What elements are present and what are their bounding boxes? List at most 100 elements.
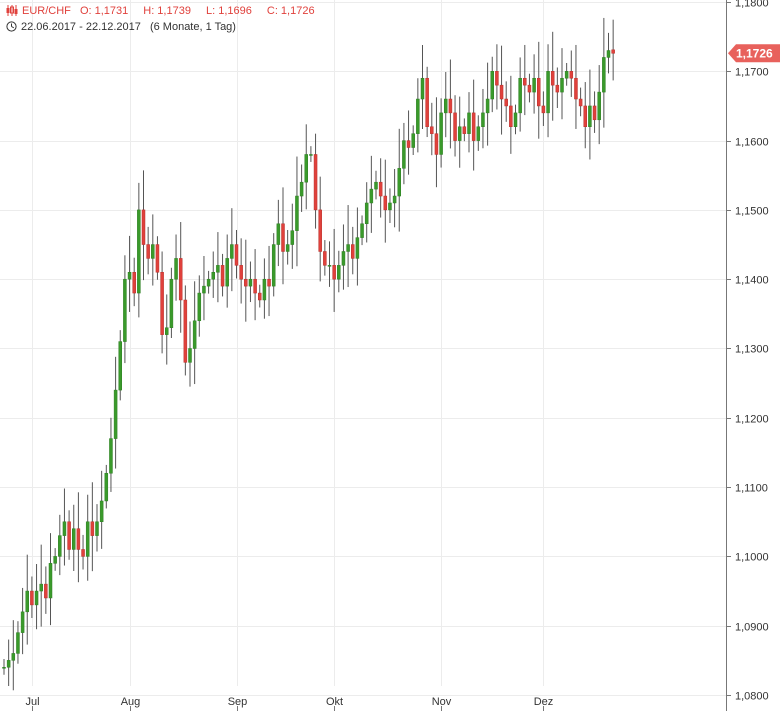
y-tick-label: 1,0900 xyxy=(735,622,769,634)
candle-body xyxy=(34,590,39,606)
candle-body xyxy=(155,244,160,273)
candle-body xyxy=(285,244,290,252)
candle xyxy=(532,54,536,114)
candle xyxy=(169,267,174,339)
candle xyxy=(123,255,127,364)
candle-body xyxy=(239,265,243,280)
candle xyxy=(295,156,299,267)
candle-body xyxy=(444,98,448,114)
candle-body xyxy=(523,77,527,86)
candle-body xyxy=(95,521,99,536)
candle xyxy=(606,32,611,74)
candle-body xyxy=(425,77,429,127)
candle xyxy=(290,203,295,269)
candle-body xyxy=(160,272,164,335)
candle xyxy=(425,66,429,138)
candle xyxy=(457,96,462,168)
candle-body xyxy=(555,84,560,93)
candle xyxy=(216,232,220,303)
candle-body xyxy=(457,126,462,141)
candle xyxy=(281,187,285,285)
candle xyxy=(11,620,16,691)
candle xyxy=(574,44,578,129)
candle-body xyxy=(183,299,188,363)
candle xyxy=(481,88,485,149)
candle-body xyxy=(392,195,397,204)
candle-body xyxy=(341,251,346,266)
candle xyxy=(62,488,67,566)
candle-body xyxy=(430,126,434,134)
candle xyxy=(244,239,248,322)
close-value: C: 1,1726 xyxy=(266,5,315,17)
candle-body xyxy=(411,133,415,148)
candle xyxy=(364,182,369,243)
candle xyxy=(564,62,569,86)
candle xyxy=(546,44,550,138)
candle-body xyxy=(295,195,299,231)
candle xyxy=(44,566,48,614)
candle-body xyxy=(318,209,322,252)
candle xyxy=(537,41,541,139)
high-value: H: 1,1739 xyxy=(143,5,191,17)
candle-body xyxy=(374,181,378,190)
candle xyxy=(527,73,532,103)
candle-body xyxy=(481,112,485,127)
candle xyxy=(560,48,564,120)
candle xyxy=(513,104,518,135)
x-tick-label: Sep xyxy=(228,696,248,708)
candle-body xyxy=(11,653,16,661)
x-tick-label: Nov xyxy=(432,696,452,708)
candle xyxy=(104,464,109,509)
candle xyxy=(299,164,304,212)
candle-body xyxy=(574,77,578,100)
candle-body xyxy=(169,278,174,328)
candle-body xyxy=(99,500,104,522)
candle-body xyxy=(244,278,248,287)
candle-body xyxy=(602,57,606,93)
candle xyxy=(318,176,322,282)
candle-body xyxy=(197,292,202,322)
candle xyxy=(253,249,257,321)
ohlc-header: EUR/CHF O: 1,1731 H: 1,1739 L: 1,1696 C: 1,1… xyxy=(6,5,327,17)
candle xyxy=(388,188,392,223)
candle xyxy=(523,44,527,116)
candle xyxy=(76,492,81,583)
candle-body xyxy=(509,105,513,127)
candle-body xyxy=(537,77,541,107)
candle-body xyxy=(351,244,355,259)
candle-body xyxy=(76,528,81,550)
period-label: (6 Monate, 1 Tag) xyxy=(149,21,236,33)
candle xyxy=(327,241,332,287)
candle xyxy=(611,19,615,81)
candle xyxy=(230,208,234,292)
candle-body xyxy=(476,126,481,141)
candle-body xyxy=(132,272,136,294)
candle xyxy=(197,275,202,337)
candle-body xyxy=(72,528,76,550)
candle-body xyxy=(448,98,453,114)
candle-body xyxy=(518,77,522,114)
candle-body xyxy=(211,272,215,280)
candle xyxy=(239,238,243,304)
candle-body xyxy=(39,583,43,592)
candle-body xyxy=(30,590,34,606)
candle xyxy=(346,205,350,288)
candle-body xyxy=(174,258,178,280)
candle-body xyxy=(281,223,285,252)
candle-body xyxy=(85,521,90,557)
candle-body xyxy=(137,209,141,294)
candle-body xyxy=(546,71,550,114)
candle-body xyxy=(165,327,169,335)
candle-body xyxy=(578,98,583,107)
date-range: 22.06.2017 - 22.12.2017 xyxy=(21,21,141,33)
candle-body xyxy=(127,272,132,280)
candle-body xyxy=(16,632,20,654)
y-tick-label: 1,1600 xyxy=(735,137,769,149)
candle-body xyxy=(290,230,295,245)
candle xyxy=(490,56,494,113)
candle xyxy=(569,50,574,97)
candle xyxy=(467,92,471,153)
candle xyxy=(188,321,192,387)
candles xyxy=(2,17,615,691)
y-axis: 1,0800 1,0900 1,1000 1,1100 1,1200 1,1300 1,14… xyxy=(726,0,769,711)
